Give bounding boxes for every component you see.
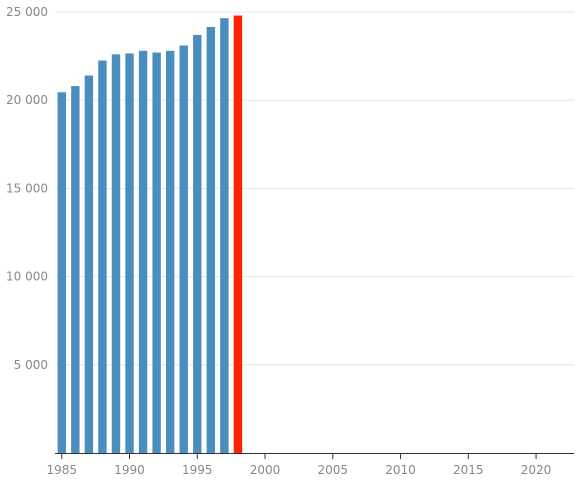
bar <box>138 50 148 454</box>
x-tick-label: 1990 <box>114 463 145 477</box>
bar <box>125 53 134 453</box>
y-tick-label: 25 000 <box>6 5 48 19</box>
bar <box>206 26 216 454</box>
bar <box>179 45 188 454</box>
x-tick-label: 2020 <box>521 463 552 477</box>
bar <box>233 15 243 453</box>
bar <box>111 54 121 453</box>
y-tick-label: 10 000 <box>6 270 48 284</box>
x-tick-label: 1995 <box>182 463 213 477</box>
bar <box>84 75 94 453</box>
x-tick-label: 2015 <box>453 463 484 477</box>
y-tick-label: 20 000 <box>6 93 48 107</box>
bar <box>71 86 80 453</box>
x-axis-ticks: 1985 1990 1995 2000 2005 2010 2015 2020 <box>47 453 552 477</box>
y-tick-label: 5 000 <box>14 358 48 372</box>
x-tick-label: 2000 <box>250 463 281 477</box>
bar <box>165 50 175 454</box>
bar <box>152 52 161 454</box>
x-tick-label: 1985 <box>47 463 78 477</box>
bar <box>220 18 229 453</box>
bar <box>193 34 202 453</box>
bars <box>57 15 243 454</box>
y-axis-ticks: 5 000 10 000 15 000 20 000 25 000 <box>6 5 48 372</box>
bar <box>98 60 107 453</box>
y-tick-label: 15 000 <box>6 181 48 195</box>
bar <box>57 92 66 454</box>
x-tick-label: 2010 <box>385 463 416 477</box>
x-tick-label: 2005 <box>318 463 349 477</box>
